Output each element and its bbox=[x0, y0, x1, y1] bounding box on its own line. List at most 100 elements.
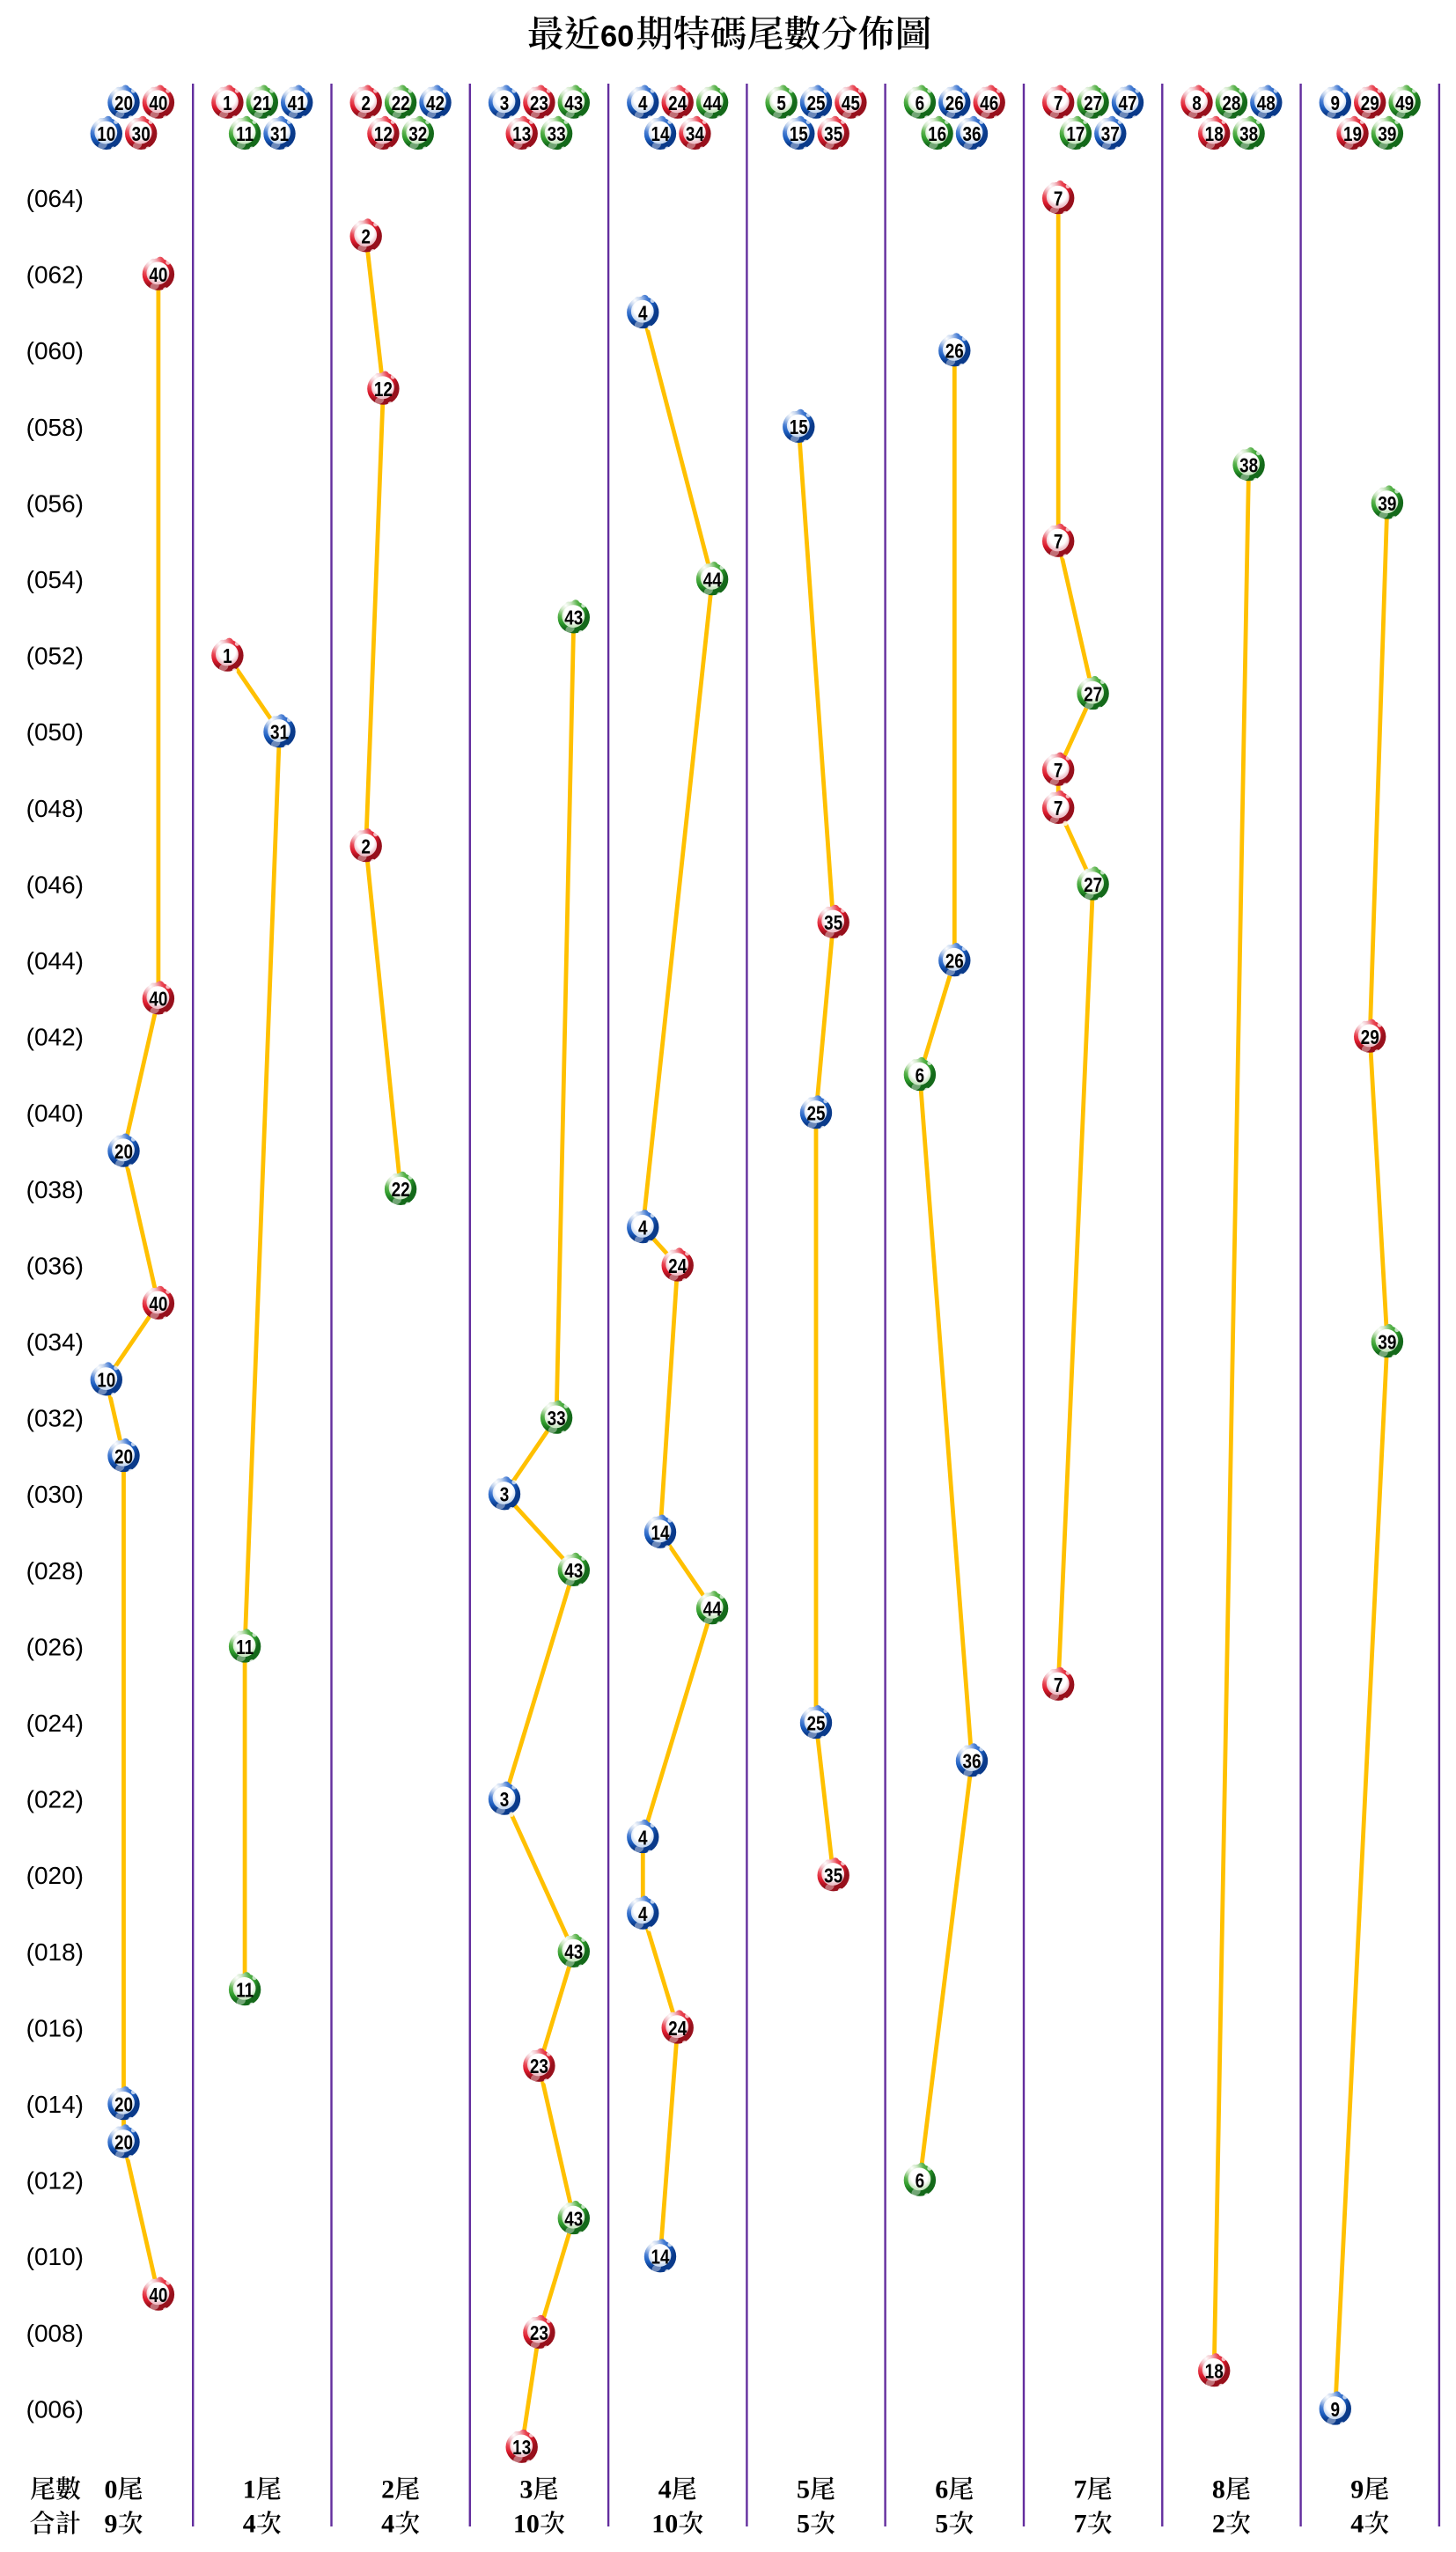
svg-text:(036): (036) bbox=[26, 1252, 84, 1279]
svg-text:10: 10 bbox=[97, 1369, 115, 1392]
svg-text:(032): (032) bbox=[26, 1405, 84, 1432]
svg-text:27: 27 bbox=[1084, 873, 1102, 896]
svg-text:9: 9 bbox=[105, 2510, 118, 2539]
svg-text:(064): (064) bbox=[26, 185, 84, 212]
svg-text:1: 1 bbox=[223, 644, 232, 667]
svg-text:(044): (044) bbox=[26, 947, 84, 974]
svg-text:(022): (022) bbox=[26, 1786, 84, 1813]
svg-text:28: 28 bbox=[1222, 92, 1240, 114]
svg-text:30: 30 bbox=[132, 122, 151, 145]
svg-text:(014): (014) bbox=[26, 2091, 84, 2118]
svg-text:(042): (042) bbox=[26, 1024, 84, 1051]
svg-text:33: 33 bbox=[548, 1407, 566, 1430]
svg-text:(034): (034) bbox=[26, 1328, 84, 1356]
svg-text:(054): (054) bbox=[26, 566, 84, 593]
svg-text:32: 32 bbox=[408, 122, 427, 145]
svg-text:5: 5 bbox=[797, 2510, 810, 2539]
svg-text:22: 22 bbox=[392, 92, 410, 114]
svg-text:7: 7 bbox=[1074, 2475, 1087, 2504]
svg-text:10: 10 bbox=[651, 2510, 678, 2539]
svg-text:24: 24 bbox=[668, 92, 687, 114]
svg-text:20: 20 bbox=[114, 92, 133, 114]
svg-text:(006): (006) bbox=[26, 2395, 84, 2423]
svg-text:21: 21 bbox=[253, 92, 271, 114]
svg-text:1: 1 bbox=[243, 2475, 256, 2504]
svg-text:8: 8 bbox=[1192, 92, 1202, 114]
svg-text:4: 4 bbox=[638, 1902, 648, 1925]
svg-text:23: 23 bbox=[530, 2321, 548, 2344]
svg-text:26: 26 bbox=[945, 340, 964, 363]
svg-text:37: 37 bbox=[1101, 122, 1120, 145]
svg-text:(060): (060) bbox=[26, 337, 84, 364]
svg-text:18: 18 bbox=[1205, 122, 1224, 145]
svg-text:38: 38 bbox=[1239, 454, 1258, 477]
svg-text:5: 5 bbox=[797, 2475, 810, 2504]
svg-text:16: 16 bbox=[928, 122, 946, 145]
svg-text:15: 15 bbox=[790, 122, 808, 145]
svg-text:7: 7 bbox=[1054, 530, 1063, 553]
svg-text:35: 35 bbox=[824, 122, 842, 145]
svg-text:(020): (020) bbox=[26, 1862, 84, 1889]
svg-text:43: 43 bbox=[564, 92, 583, 114]
svg-text:19: 19 bbox=[1343, 122, 1362, 145]
svg-text:10: 10 bbox=[97, 122, 115, 145]
svg-text:43: 43 bbox=[564, 1559, 583, 1582]
svg-text:4: 4 bbox=[638, 1826, 648, 1849]
svg-text:20: 20 bbox=[114, 1140, 133, 1163]
svg-text:3: 3 bbox=[519, 2475, 533, 2504]
svg-text:7: 7 bbox=[1054, 187, 1063, 210]
svg-text:22: 22 bbox=[392, 1178, 410, 1201]
svg-text:25: 25 bbox=[806, 92, 825, 114]
svg-text:9: 9 bbox=[1350, 2475, 1364, 2504]
svg-text:7: 7 bbox=[1074, 2510, 1087, 2539]
svg-text:11: 11 bbox=[236, 122, 254, 145]
svg-text:35: 35 bbox=[824, 911, 842, 934]
svg-text:20: 20 bbox=[114, 1445, 133, 1467]
svg-text:2: 2 bbox=[1212, 2510, 1225, 2539]
svg-text:29: 29 bbox=[1361, 1026, 1379, 1048]
svg-text:(050): (050) bbox=[26, 718, 84, 746]
svg-text:7: 7 bbox=[1054, 797, 1063, 820]
svg-text:3: 3 bbox=[500, 92, 510, 114]
svg-text:6: 6 bbox=[935, 2475, 948, 2504]
svg-text:12: 12 bbox=[374, 378, 393, 401]
svg-text:(048): (048) bbox=[26, 795, 84, 822]
svg-text:9: 9 bbox=[1331, 2398, 1341, 2421]
svg-text:5: 5 bbox=[776, 92, 786, 114]
svg-text:15: 15 bbox=[790, 416, 808, 438]
svg-text:(010): (010) bbox=[26, 2243, 84, 2270]
svg-text:2: 2 bbox=[361, 92, 371, 114]
svg-text:4: 4 bbox=[638, 92, 648, 114]
svg-text:43: 43 bbox=[564, 607, 583, 629]
svg-text:11: 11 bbox=[236, 1636, 254, 1658]
svg-text:26: 26 bbox=[945, 949, 964, 972]
svg-text:24: 24 bbox=[668, 1254, 687, 1277]
svg-text:31: 31 bbox=[270, 721, 289, 744]
svg-text:6: 6 bbox=[916, 92, 925, 114]
svg-text:20: 20 bbox=[114, 2131, 133, 2154]
svg-text:7: 7 bbox=[1054, 1673, 1063, 1696]
svg-text:8: 8 bbox=[1212, 2475, 1225, 2504]
svg-text:6: 6 bbox=[916, 1063, 925, 1086]
svg-text:34: 34 bbox=[686, 122, 704, 145]
svg-text:40: 40 bbox=[149, 1292, 167, 1315]
svg-text:(028): (028) bbox=[26, 1557, 84, 1585]
svg-text:14: 14 bbox=[651, 122, 669, 145]
svg-text:39: 39 bbox=[1378, 492, 1396, 515]
svg-text:24: 24 bbox=[668, 2017, 687, 2040]
svg-text:13: 13 bbox=[512, 2436, 531, 2459]
svg-text:4: 4 bbox=[638, 1217, 648, 1239]
svg-text:(008): (008) bbox=[26, 2320, 84, 2347]
svg-text:23: 23 bbox=[530, 92, 548, 114]
svg-text:26: 26 bbox=[945, 92, 964, 114]
svg-text:60: 60 bbox=[600, 20, 634, 54]
svg-text:39: 39 bbox=[1378, 122, 1396, 145]
svg-text:(038): (038) bbox=[26, 1176, 84, 1203]
svg-text:42: 42 bbox=[426, 92, 445, 114]
svg-text:36: 36 bbox=[962, 1750, 981, 1773]
svg-text:33: 33 bbox=[548, 122, 566, 145]
svg-text:40: 40 bbox=[149, 988, 167, 1011]
svg-text:2: 2 bbox=[361, 835, 371, 858]
svg-text:20: 20 bbox=[114, 2092, 133, 2115]
svg-text:1: 1 bbox=[223, 92, 232, 114]
